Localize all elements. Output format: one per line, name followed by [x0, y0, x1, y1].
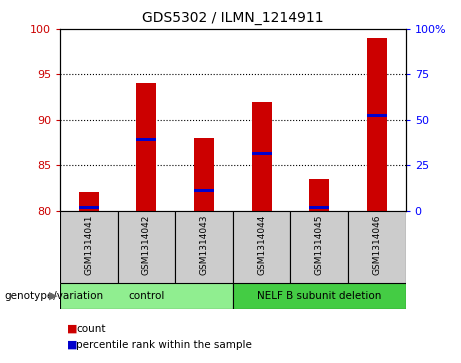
Bar — [367, 38, 387, 211]
Title: GDS5302 / ILMN_1214911: GDS5302 / ILMN_1214911 — [142, 11, 324, 25]
Bar — [79, 192, 99, 211]
Bar — [194, 189, 214, 192]
Text: control: control — [128, 291, 165, 301]
Bar — [194, 138, 214, 211]
Bar — [136, 138, 156, 141]
Text: GSM1314045: GSM1314045 — [315, 214, 324, 275]
Bar — [252, 102, 272, 211]
Bar — [60, 211, 118, 283]
Text: NELF B subunit deletion: NELF B subunit deletion — [257, 291, 381, 301]
Text: GSM1314043: GSM1314043 — [200, 214, 208, 275]
Bar — [118, 211, 175, 283]
Bar — [79, 206, 99, 209]
Bar — [290, 211, 348, 283]
Bar — [233, 211, 290, 283]
Bar — [252, 152, 272, 155]
Bar — [233, 283, 406, 309]
Text: ■: ■ — [67, 340, 77, 350]
Bar — [367, 114, 387, 117]
Text: percentile rank within the sample: percentile rank within the sample — [76, 340, 252, 350]
Bar — [309, 179, 329, 211]
Text: GSM1314046: GSM1314046 — [372, 214, 381, 275]
Bar — [136, 83, 156, 211]
Bar — [348, 211, 406, 283]
Bar — [309, 206, 329, 209]
Bar — [175, 211, 233, 283]
Text: genotype/variation: genotype/variation — [5, 291, 104, 301]
Text: ▶: ▶ — [49, 291, 57, 301]
Text: count: count — [76, 323, 106, 334]
Text: GSM1314044: GSM1314044 — [257, 214, 266, 274]
Bar — [60, 283, 233, 309]
Text: ■: ■ — [67, 323, 77, 334]
Text: GSM1314041: GSM1314041 — [84, 214, 93, 275]
Text: GSM1314042: GSM1314042 — [142, 214, 151, 274]
